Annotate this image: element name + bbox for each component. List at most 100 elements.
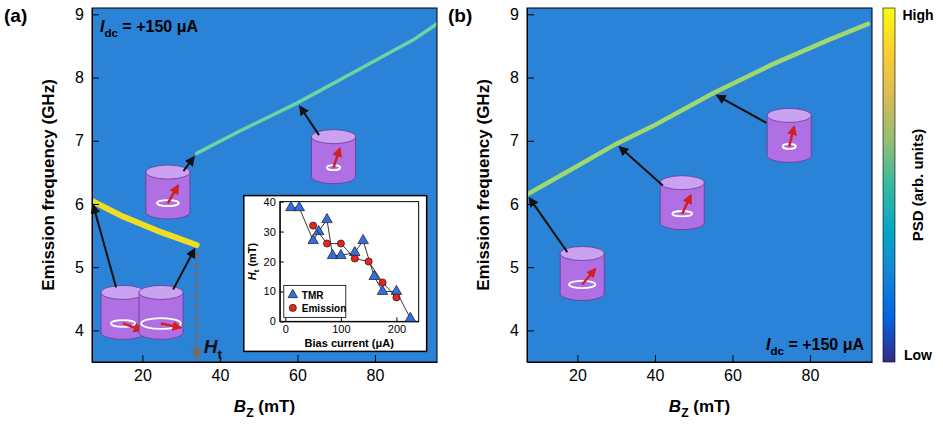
- point: [294, 202, 305, 211]
- tick-label: 4: [510, 322, 519, 339]
- plot-background: [92, 8, 437, 362]
- colorbar-high-label: High: [902, 7, 933, 23]
- tick: 8: [510, 69, 534, 86]
- cylinder-icon: [93, 206, 145, 340]
- inset-background: [244, 196, 427, 352]
- tick-mark: [92, 14, 99, 15]
- tick-mark: [810, 355, 811, 362]
- tick-mark: [577, 355, 578, 362]
- tick: 0: [283, 317, 289, 335]
- legend-symbol: [288, 289, 298, 297]
- text-part: = +150 μA: [118, 18, 199, 35]
- pointer-arrow: [620, 147, 663, 185]
- annotation: Idc = +150 μA: [100, 18, 198, 39]
- cylinder-icon: [300, 107, 355, 184]
- y-axis: 456789: [510, 6, 534, 363]
- text-part: (mT): [689, 397, 731, 416]
- tick-label: 20: [134, 367, 152, 384]
- cylinder-top: [767, 108, 811, 122]
- plot-area: [527, 8, 872, 362]
- figure: 20406080456789BZ (mT)Emission frequency …: [0, 0, 943, 436]
- text-part: dc: [770, 345, 784, 357]
- tick-label: 5: [510, 259, 519, 276]
- panel-label: (b): [448, 5, 472, 26]
- pointer-arrow: [93, 206, 116, 288]
- inset-x-axis-title: Bias current (μA): [305, 337, 395, 349]
- magnetization-arrow: [582, 269, 595, 284]
- pointer-arrow: [530, 199, 567, 253]
- tick-label: 7: [75, 132, 84, 149]
- text-part: (mT): [246, 242, 258, 269]
- tick-mark: [527, 78, 534, 79]
- axis-line: [528, 362, 873, 363]
- tick: 40: [647, 355, 665, 384]
- x-axis-title: BZ (mT): [669, 397, 730, 420]
- point: [358, 234, 369, 243]
- tick-mark: [92, 330, 99, 331]
- cartoon-layer: [93, 96, 811, 340]
- point: [337, 240, 344, 247]
- tick-label: 9: [510, 6, 519, 23]
- tick: 4: [75, 322, 99, 339]
- legend-label: TMR: [302, 290, 324, 301]
- tick-label: 60: [289, 367, 307, 384]
- cylinder-icon: [620, 147, 704, 229]
- x-axis-title: BZ (mT): [234, 397, 295, 420]
- tick-mark: [396, 317, 397, 321]
- threshold-arrow: [195, 253, 198, 359]
- text-part: B: [234, 397, 246, 416]
- text-part: B: [669, 397, 681, 416]
- point: [365, 258, 372, 265]
- tick: 20: [134, 355, 152, 384]
- point: [351, 255, 358, 262]
- legend-symbol: [289, 304, 296, 311]
- plot-frame: [527, 8, 872, 362]
- tick: 7: [510, 132, 534, 149]
- tick: 20: [264, 256, 284, 268]
- tick-label: 0: [270, 315, 276, 327]
- inset-frame: [280, 202, 419, 322]
- point: [308, 234, 319, 243]
- tick-mark: [280, 291, 284, 292]
- cylinder-top: [139, 285, 183, 299]
- tick-label: 5: [75, 259, 84, 276]
- panel: 20406080456789BZ (mT)Emission frequency …: [4, 5, 438, 420]
- y-axis: 456789: [75, 6, 99, 363]
- tick-label: 80: [802, 367, 820, 384]
- tick: 9: [75, 6, 99, 23]
- tick: 100: [332, 317, 350, 335]
- y-axis-title: Emission frequency (GHz): [474, 79, 493, 291]
- tick-label: 40: [647, 367, 665, 384]
- legend: TMR Emission: [284, 285, 346, 317]
- inset-x-axis: 0100200: [280, 317, 419, 335]
- tick: 0: [270, 315, 284, 327]
- tick-label: 40: [264, 196, 276, 208]
- axis-line: [93, 362, 438, 363]
- tick: 30: [264, 226, 284, 238]
- legend-label: Emission: [302, 303, 346, 314]
- tick-mark: [527, 14, 534, 15]
- magnetization-arrow: [682, 196, 690, 214]
- spectral-line: [527, 24, 868, 195]
- tick-mark: [732, 355, 733, 362]
- point: [310, 222, 317, 229]
- tick: 80: [367, 355, 385, 384]
- tick-mark: [280, 232, 284, 233]
- tick-mark: [527, 141, 534, 142]
- panel: 20406080456789BZ (mT)Emission frequency …: [448, 5, 873, 420]
- tick-label: 9: [75, 6, 84, 23]
- tick-mark: [285, 317, 286, 321]
- tick: 60: [289, 355, 307, 384]
- tick-mark: [92, 267, 99, 268]
- tick-label: 30: [264, 226, 276, 238]
- axis-line: [92, 9, 93, 363]
- tick: 60: [724, 355, 742, 384]
- panel-label: (a): [4, 5, 27, 26]
- cylinder-top: [146, 165, 190, 179]
- cylinder-icon: [717, 96, 811, 163]
- x-axis: 20406080: [528, 355, 873, 384]
- tick-mark: [341, 317, 342, 321]
- point: [323, 240, 330, 247]
- cylinder-top: [312, 130, 356, 144]
- tick-label: 8: [510, 69, 519, 86]
